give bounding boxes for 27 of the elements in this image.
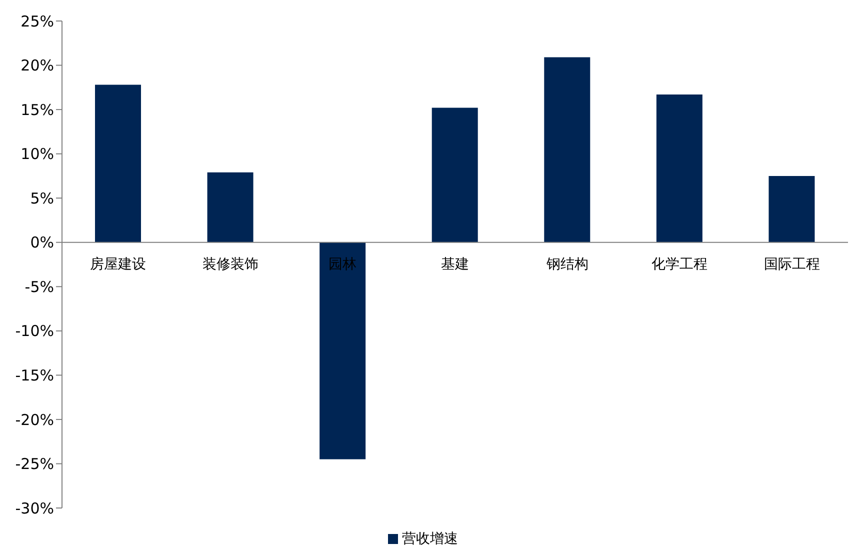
x-tick-label: 基建 — [441, 256, 469, 272]
x-tick-label: 国际工程 — [764, 256, 820, 272]
y-tick-label: 0% — [30, 234, 54, 252]
legend-label: 营收增速 — [402, 531, 458, 547]
y-tick-label: 10% — [20, 145, 54, 164]
x-tick-label: 园林 — [328, 256, 357, 272]
bar — [320, 242, 366, 460]
y-tick-label: -10% — [15, 322, 54, 340]
y-tick-label: -25% — [15, 455, 54, 474]
y-tick-label: -15% — [15, 366, 54, 385]
x-tick-label: 钢结构 — [545, 256, 588, 272]
y-tick-label: 5% — [30, 189, 54, 208]
y-tick-label: -30% — [15, 499, 54, 518]
bar — [95, 84, 141, 242]
bar — [656, 94, 702, 242]
x-tick-label: 装修装饰 — [202, 256, 258, 272]
bar — [207, 172, 254, 242]
bar — [768, 176, 815, 242]
x-tick-label: 房屋建设 — [90, 256, 146, 272]
y-tick-label: -20% — [15, 410, 54, 429]
y-tick-label: 25% — [20, 12, 54, 30]
bar — [544, 57, 590, 242]
y-tick-label: -5% — [24, 278, 54, 296]
x-tick-label: 化学工程 — [652, 256, 708, 272]
y-tick-label: 20% — [20, 56, 54, 75]
y-tick-label: 15% — [20, 100, 54, 119]
bar — [432, 108, 478, 242]
